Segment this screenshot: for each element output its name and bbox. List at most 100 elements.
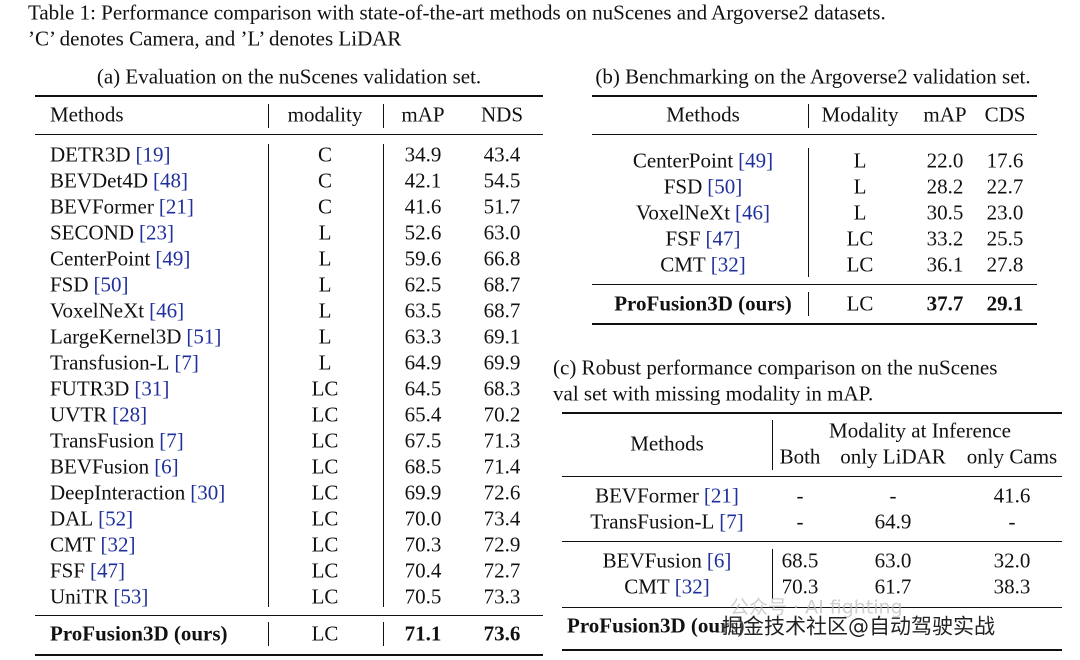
cell: 64.9 (874, 509, 912, 534)
cell: LC (846, 291, 874, 316)
cell: 41.6 (404, 194, 442, 219)
cell: LC (311, 506, 339, 531)
reference: [30] (190, 480, 226, 505)
reference: [28] (112, 402, 148, 427)
reference: [52] (98, 506, 134, 531)
method-cell: CenterPoint [49] (632, 148, 774, 173)
cell: 68.7 (483, 298, 521, 323)
cell: 28.2 (926, 174, 964, 199)
column-separator (808, 104, 809, 128)
cell: 33.2 (926, 226, 964, 251)
column-header: NDS (480, 102, 524, 127)
rule (35, 134, 543, 135)
method-cell: CenterPoint [49] (50, 246, 191, 271)
method-name: UniTR (50, 584, 109, 609)
reference: [49] (155, 246, 191, 271)
cell: 70.5 (404, 584, 442, 609)
cell: L (318, 324, 332, 349)
method-name: BEVDet4D (50, 168, 148, 193)
cell: 37.7 (926, 291, 964, 316)
method-cell: VoxelNeXt [46] (50, 300, 184, 322)
method-name: VoxelNeXt (635, 200, 731, 225)
method-cell: BEVFusion [6] (603, 548, 732, 573)
method-cell: Transfusion-L [7] (50, 352, 199, 374)
cell: 68.3 (483, 376, 521, 401)
cell: 66.8 (483, 246, 521, 271)
cell: 38.3 (993, 574, 1031, 599)
cell: 54.5 (483, 168, 521, 193)
column-header: mAP (401, 102, 445, 127)
cell: 22.0 (926, 148, 964, 173)
cell: 69.1 (483, 324, 521, 349)
cell: C (317, 142, 333, 167)
rule (592, 95, 1037, 97)
column-separator (383, 622, 384, 646)
method-cell: BEVDet4D [48] (50, 168, 188, 193)
cell: 73.6 (483, 621, 521, 646)
rule (562, 476, 1062, 477)
reference: [53] (113, 584, 149, 609)
reference: [23] (139, 220, 175, 245)
reference: [32] (100, 532, 136, 557)
column-separator (383, 104, 384, 128)
rule (592, 134, 1037, 135)
cell: 32.0 (993, 548, 1031, 573)
cell: 51.7 (483, 194, 521, 219)
cell: 22.7 (986, 174, 1024, 199)
cell: 63.5 (404, 298, 442, 323)
method-name: ProFusion3D (ours) (50, 621, 228, 646)
reference: [32] (674, 574, 710, 599)
cell: 34.9 (404, 142, 442, 167)
table-title: (a) Evaluation on the nuScenes validatio… (96, 64, 482, 89)
column-header: Modality (821, 102, 899, 127)
cell: 64.5 (404, 376, 442, 401)
reference: [7] (159, 428, 184, 453)
column-separator (808, 292, 809, 316)
method-cell: FSD [50] (664, 174, 743, 199)
method-name: CenterPoint (632, 148, 734, 173)
reference: [6] (706, 548, 732, 573)
rule (35, 654, 543, 656)
column-header: modality (287, 102, 363, 127)
cell: 62.5 (404, 272, 442, 297)
column-header: only LiDAR (840, 444, 946, 469)
cell: 67.5 (404, 428, 442, 453)
reference: [21] (158, 194, 194, 219)
method-cell: CMT [32] (660, 254, 746, 276)
reference: [7] (719, 509, 744, 534)
method-cell: FUTR3D [31] (50, 378, 169, 400)
watermark: 公众号 · AI fighting (730, 596, 903, 619)
rule (35, 95, 543, 97)
method-cell: FSF [47] (50, 558, 126, 583)
method-name: BEVFormer (595, 483, 699, 508)
cell: - (1008, 509, 1016, 534)
method-cell: UniTR [53] (50, 584, 149, 609)
cell: C (317, 194, 333, 219)
caption: ’C’ denotes Camera, and ’L’ denotes LiDA… (28, 26, 402, 51)
cell: L (318, 350, 332, 375)
cell: 17.6 (986, 148, 1024, 173)
cell: 72.9 (483, 532, 521, 557)
column-separator (268, 104, 269, 128)
cell: 68.5 (781, 548, 819, 573)
cell: LC (311, 584, 339, 609)
method-name: CenterPoint (50, 246, 151, 271)
reference: [48] (153, 168, 188, 193)
cell: 70.0 (404, 506, 442, 531)
cell: 71.4 (483, 454, 521, 479)
cell: LC (311, 428, 339, 453)
column-header: Methods (666, 102, 740, 127)
cell: 27.8 (986, 252, 1024, 277)
cell: 65.4 (404, 402, 442, 427)
table-title: (b) Benchmarking on the Argoverse2 valid… (595, 64, 1031, 89)
column-header: mAP (923, 102, 967, 127)
rule (35, 615, 543, 616)
column-header: only Cams (966, 444, 1058, 469)
reference: [50] (707, 174, 743, 199)
cell: LC (846, 252, 874, 277)
method-cell: ProFusion3D (ours) (614, 293, 792, 315)
reference: [47] (90, 558, 126, 583)
cell: 73.3 (483, 584, 521, 609)
reference: [49] (738, 148, 774, 173)
cell: LC (311, 454, 339, 479)
